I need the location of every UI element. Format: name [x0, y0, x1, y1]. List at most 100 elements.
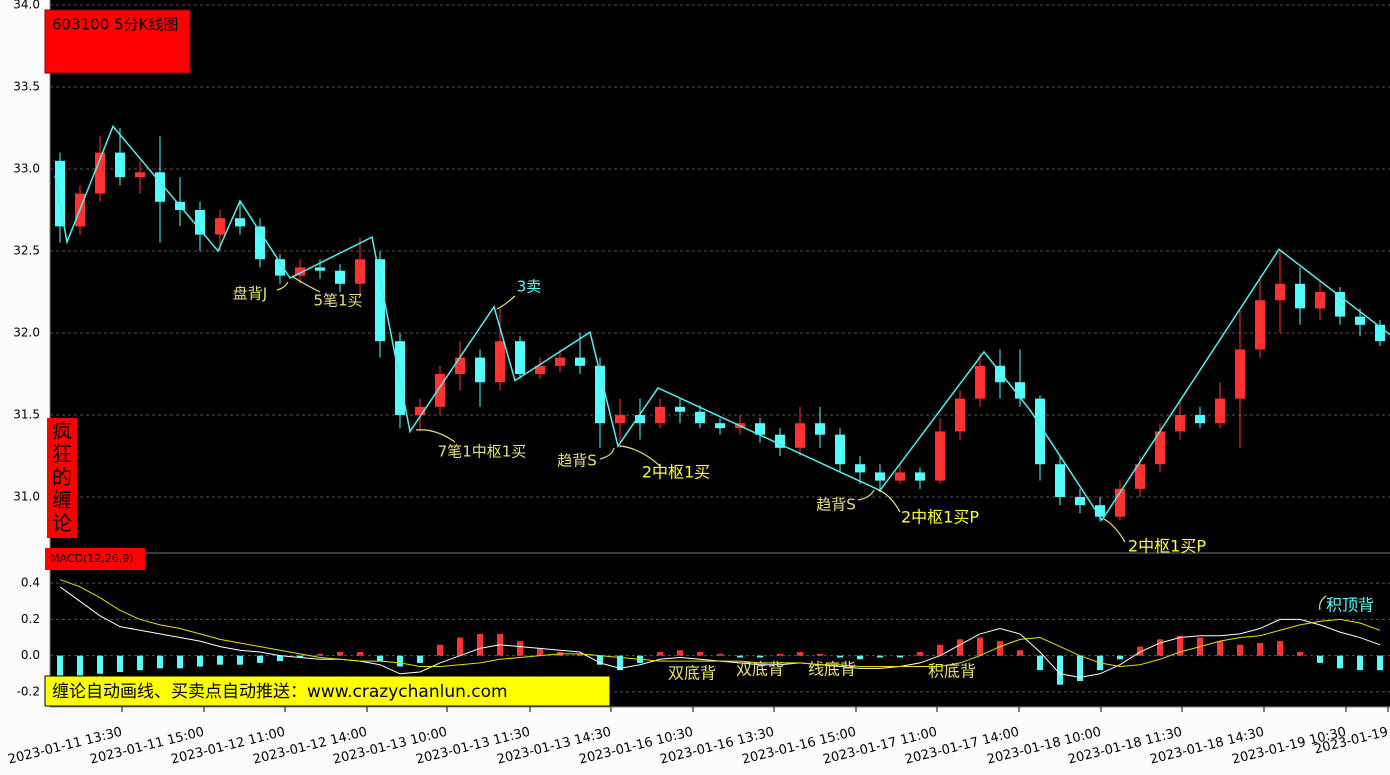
candle-body [495, 341, 505, 383]
annotation-arrow [599, 447, 615, 460]
banner-box [44, 675, 611, 707]
candle-body [335, 270, 345, 284]
macd-bar [677, 650, 683, 656]
candle-body [435, 374, 445, 407]
macd-bar [117, 655, 123, 672]
annotation: 盘背J [233, 285, 267, 303]
annotation: 7笔1中枢1买 [438, 443, 527, 461]
candle-body [875, 472, 885, 481]
annotation: 2中枢1买P [901, 508, 979, 527]
candle-body [315, 267, 325, 271]
candle-body [255, 226, 265, 260]
candle-body [355, 259, 365, 284]
macd-bar [777, 653, 783, 656]
annotation: 趋背S [557, 452, 597, 470]
candle-body [1335, 292, 1345, 317]
annotation-arrow [276, 281, 289, 291]
candle-body [1115, 488, 1125, 517]
macd-bar [917, 652, 923, 656]
macd-bar [997, 641, 1003, 656]
candle-body [655, 406, 665, 424]
macd-bar [1257, 642, 1263, 656]
candle-body [1215, 398, 1225, 424]
candle-body [915, 472, 925, 481]
candle-body [535, 365, 545, 375]
y-tick-label: 0.4 [21, 576, 40, 590]
macd-bar [397, 655, 403, 667]
candle-body [755, 423, 765, 435]
candle-body [275, 259, 285, 276]
macd-bar [457, 637, 463, 656]
candle-body [295, 267, 305, 276]
y-tick-label: 31.0 [13, 490, 40, 504]
macd-bar [1317, 655, 1323, 663]
macd-bar [1277, 641, 1283, 656]
candle-body [1375, 324, 1385, 342]
macd-bar [1337, 655, 1343, 669]
annotation-arrow [1319, 595, 1327, 611]
chart-title: 603100 5分K线图 [52, 16, 178, 34]
marks: 31.0 31.5 32.0 32.5 33.0 33.5 34.0 -0.2 0.0 0.2 0.… [13, 0, 1390, 698]
annotation-arrow [291, 275, 321, 293]
y-tick-label: 31.5 [13, 408, 40, 422]
macd-bar [77, 655, 83, 676]
candle-body [775, 434, 785, 448]
candle-body [515, 341, 525, 375]
macd-title-box [45, 548, 145, 570]
candle-body [675, 406, 685, 412]
macd-bar [437, 644, 443, 656]
annotation: 3卖 [517, 278, 542, 296]
macd-bar [1017, 650, 1023, 656]
chan-stroke [54, 124, 1390, 522]
macd-bar [817, 653, 823, 656]
candle-body [1295, 283, 1305, 309]
candle-body [55, 160, 65, 227]
macd-bar [297, 655, 303, 658]
candle-body [235, 218, 245, 227]
annotation: 2中枢1买 [642, 463, 710, 482]
macd-bar [577, 653, 583, 656]
y-tick-label: 34.0 [13, 0, 40, 12]
macd-bar [317, 653, 323, 656]
candle-body [975, 365, 985, 399]
candle-body [155, 172, 165, 202]
candle-body [1195, 415, 1205, 424]
candle-body [895, 472, 905, 481]
annotation: 双底背 [668, 664, 716, 683]
macd-bar [1237, 644, 1243, 656]
macd-bar [237, 655, 243, 665]
candle-body [415, 406, 425, 416]
annotation: 双底背 [736, 660, 784, 679]
annotation-arrow [619, 445, 661, 467]
candle-body [795, 423, 805, 448]
macd-bar [57, 655, 63, 678]
candle-body [115, 152, 125, 178]
macd-bar [757, 655, 763, 658]
candle-body [715, 423, 725, 429]
y-tick-label: 32.0 [13, 326, 40, 340]
macd-bar [157, 655, 163, 669]
candle-body [1075, 497, 1085, 506]
macd-bar [977, 637, 983, 656]
candle-body [555, 357, 565, 366]
macd-bar [1117, 655, 1123, 660]
macd-bar [1157, 639, 1163, 656]
macd-bar [1297, 652, 1303, 656]
candle-body [1235, 349, 1245, 399]
annotation: 积底背 [928, 662, 976, 681]
annotation: 趋背S [816, 496, 856, 514]
macd-bar [337, 652, 343, 656]
macd-bar [797, 652, 803, 656]
candle-body [815, 423, 825, 435]
side-box [47, 418, 77, 538]
candle-body [1275, 283, 1285, 301]
y-tick-label: -0.2 [17, 684, 40, 698]
macd-bar [97, 655, 103, 674]
title-box [44, 9, 191, 74]
macd-bar [177, 655, 183, 669]
macd-line [59, 579, 1381, 668]
candle-body [1255, 300, 1265, 350]
candle-body [855, 464, 865, 473]
macd-bar [697, 652, 703, 656]
